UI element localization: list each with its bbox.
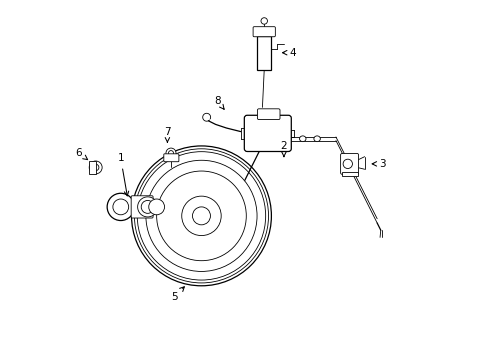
Bar (341, 172, 357, 176)
Text: 1: 1 (117, 153, 128, 196)
Bar (257, 36, 270, 70)
Text: 4: 4 (282, 48, 296, 58)
Text: 2: 2 (280, 141, 286, 157)
Circle shape (107, 193, 134, 221)
Circle shape (261, 18, 267, 24)
FancyBboxPatch shape (257, 109, 280, 120)
Ellipse shape (313, 136, 320, 141)
Circle shape (182, 196, 221, 235)
Text: 6: 6 (75, 148, 87, 159)
FancyBboxPatch shape (131, 196, 153, 218)
Circle shape (145, 160, 257, 271)
Circle shape (168, 150, 173, 156)
Circle shape (137, 197, 158, 217)
Circle shape (192, 207, 210, 225)
Text: 3: 3 (371, 159, 385, 169)
Text: 5: 5 (171, 287, 184, 302)
Circle shape (141, 201, 154, 213)
FancyBboxPatch shape (340, 153, 358, 174)
Circle shape (165, 148, 176, 158)
Text: 7: 7 (164, 127, 170, 142)
Ellipse shape (299, 136, 305, 141)
Circle shape (89, 161, 102, 174)
Circle shape (113, 199, 128, 215)
Circle shape (92, 164, 99, 171)
FancyBboxPatch shape (244, 115, 291, 152)
FancyBboxPatch shape (163, 154, 179, 162)
Circle shape (156, 171, 246, 261)
Circle shape (148, 199, 164, 215)
FancyBboxPatch shape (253, 27, 275, 37)
FancyBboxPatch shape (88, 161, 96, 174)
Text: 8: 8 (214, 96, 224, 109)
Circle shape (343, 159, 352, 168)
